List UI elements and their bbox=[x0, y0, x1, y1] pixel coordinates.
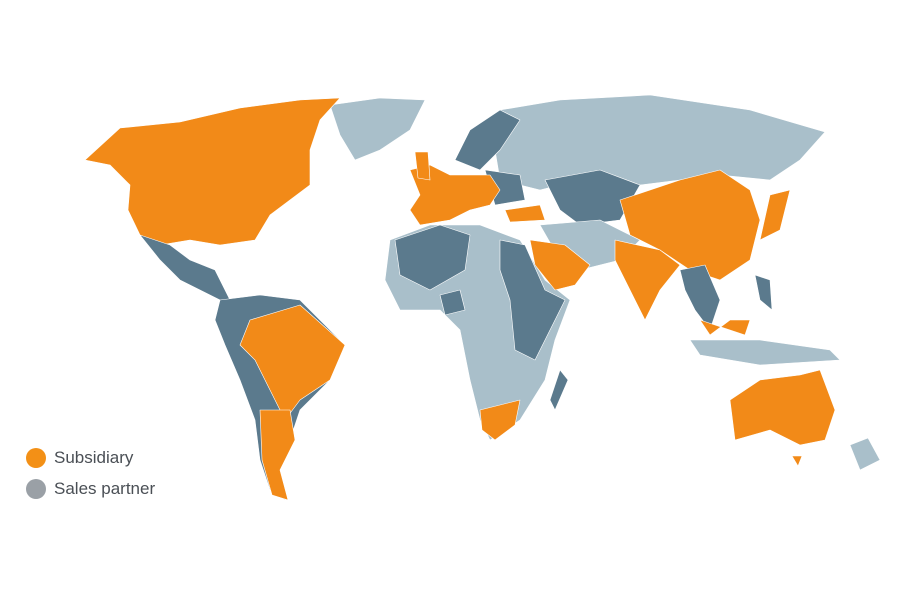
region-saudi-arabia bbox=[529, 239, 591, 291]
region-china bbox=[619, 169, 761, 281]
sales-partner-swatch-icon bbox=[26, 478, 46, 499]
region-europe bbox=[409, 164, 501, 226]
legend: Subsidiary Sales partner bbox=[26, 442, 155, 504]
region-madagascar bbox=[549, 369, 569, 411]
region-india bbox=[614, 239, 681, 321]
region-japan bbox=[759, 189, 791, 241]
region-nigeria bbox=[439, 289, 466, 316]
region-greenland bbox=[329, 97, 426, 161]
region-new-zealand bbox=[849, 437, 881, 471]
region-philippines bbox=[754, 274, 773, 311]
region-south-africa bbox=[479, 399, 521, 441]
region-north-africa bbox=[394, 224, 471, 291]
region-brazil bbox=[239, 304, 346, 421]
subsidiary-swatch-icon bbox=[26, 447, 46, 468]
region-tasmania bbox=[791, 455, 803, 467]
region-central-asia bbox=[544, 169, 641, 226]
region-australia bbox=[729, 369, 836, 446]
region-east-africa bbox=[499, 239, 566, 361]
region-argentina bbox=[259, 409, 296, 501]
legend-item-sales-partner: Sales partner bbox=[26, 473, 155, 504]
region-turkey bbox=[504, 204, 546, 223]
region-scandinavia bbox=[454, 109, 521, 171]
region-malaysia bbox=[699, 319, 751, 336]
region-indonesia bbox=[689, 339, 841, 366]
legend-item-subsidiary: Subsidiary bbox=[26, 442, 155, 473]
legend-label: Sales partner bbox=[54, 478, 156, 498]
region-north-america bbox=[84, 97, 341, 246]
region-russia bbox=[494, 94, 826, 191]
legend-label: Subsidiary bbox=[54, 447, 134, 467]
region-uk bbox=[414, 151, 431, 181]
